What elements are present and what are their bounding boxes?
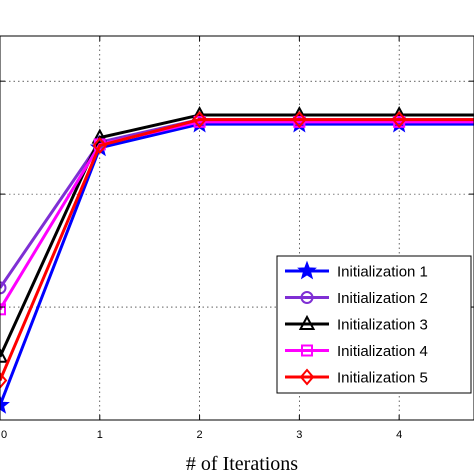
plot-area-frame [0, 35, 474, 421]
x-tick-label: 1 [97, 429, 103, 441]
data-point [92, 137, 108, 155]
x-tick-label: 0 [1, 429, 7, 441]
data-point [0, 371, 8, 390]
legend-item: Initialization 1 [285, 260, 428, 281]
data-point [0, 303, 6, 316]
legend-label: Initialization 2 [337, 290, 428, 307]
legend-label: Initialization 3 [337, 317, 428, 334]
data-point [0, 394, 10, 414]
legend-marker [299, 368, 315, 386]
series-line [0, 120, 474, 311]
legend-label: Initialization 5 [337, 370, 428, 387]
legend: Initialization 1 Initialization 2 Initiali… [276, 255, 472, 394]
data-point [292, 111, 307, 129]
legend-label: Initialization 4 [337, 343, 428, 360]
data-point [0, 347, 9, 363]
series-line [0, 118, 474, 382]
legend-item: Initialization 5 [285, 368, 428, 387]
x-tick-label: 3 [296, 429, 302, 441]
x-axis-label: # of Iterations [186, 453, 298, 474]
series-layer [0, 105, 474, 414]
tick-layer: 0 1 2 3 4 [0, 36, 474, 441]
series-5 [0, 111, 474, 390]
legend-marker [300, 291, 314, 304]
legend-item: Initialization 4 [285, 343, 428, 360]
data-point [391, 111, 407, 129]
data-point [91, 128, 108, 144]
x-tick-label: 2 [197, 429, 203, 441]
legend-item: Initialization 2 [285, 290, 428, 307]
legend-marker [297, 260, 317, 280]
series-line [0, 122, 474, 406]
legend-item: Initialization 3 [285, 314, 428, 334]
x-tick-label: 4 [396, 429, 402, 441]
data-point [0, 281, 7, 295]
legend-marker [301, 344, 313, 357]
legend-marker [298, 314, 316, 330]
legend-label: Initialization 1 [337, 264, 428, 281]
data-point [192, 111, 207, 129]
